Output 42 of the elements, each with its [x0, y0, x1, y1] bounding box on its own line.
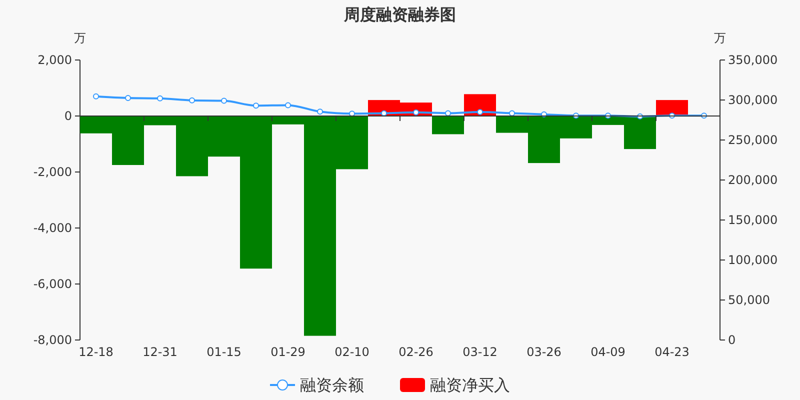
y-tick-label: -4,000	[33, 221, 72, 236]
point	[93, 93, 99, 100]
x-tick-label: 01-15	[206, 345, 242, 359]
y2-tick-label: 300,000	[728, 93, 778, 108]
y2-tick-label: 200,000	[728, 173, 778, 188]
x-tick-label: 02-26	[398, 345, 434, 359]
point	[253, 102, 259, 109]
x-tick-label: 03-12	[462, 345, 498, 359]
legend-label: 融资净买入	[430, 376, 510, 395]
x-tick-label: 04-09	[590, 345, 626, 359]
bar	[432, 116, 464, 134]
y2-tick-label: 150,000	[728, 213, 778, 228]
x-tick-label: 03-26	[526, 345, 562, 359]
y2-tick-label: 0	[728, 333, 736, 348]
point	[125, 95, 131, 101]
y2-axis-title: 万	[714, 31, 726, 45]
y-tick-label: -8,000	[33, 333, 72, 348]
y-tick-label: -6,000	[33, 277, 72, 292]
chart-title: 周度融资融券图	[343, 5, 456, 24]
y2-tick-label: 100,000	[728, 253, 778, 268]
point	[413, 109, 419, 116]
y-tick-label: -2,000	[33, 165, 72, 180]
x-tick-label: 04-23	[654, 345, 690, 359]
point	[477, 109, 483, 115]
x-tick-label: 12-31	[142, 345, 178, 359]
x-tick-label: 01-29	[270, 345, 306, 359]
point	[157, 95, 163, 102]
y-axis-title: 万	[74, 31, 86, 45]
y-tick-label: 2,000	[38, 53, 72, 68]
bar	[656, 100, 688, 116]
y2-tick-label: 250,000	[728, 133, 778, 148]
point	[285, 102, 291, 108]
y2-tick-label: 50,000	[728, 293, 770, 308]
point	[349, 110, 355, 117]
legend-label: 融资余额	[300, 376, 364, 395]
x-tick-label: 12-18	[78, 345, 114, 359]
y-tick-label: 0	[64, 109, 72, 124]
y2-tick-label: 350,000	[728, 53, 778, 68]
point	[317, 108, 323, 115]
point	[221, 98, 227, 104]
point	[189, 97, 195, 104]
x-tick-label: 02-10	[334, 345, 370, 359]
